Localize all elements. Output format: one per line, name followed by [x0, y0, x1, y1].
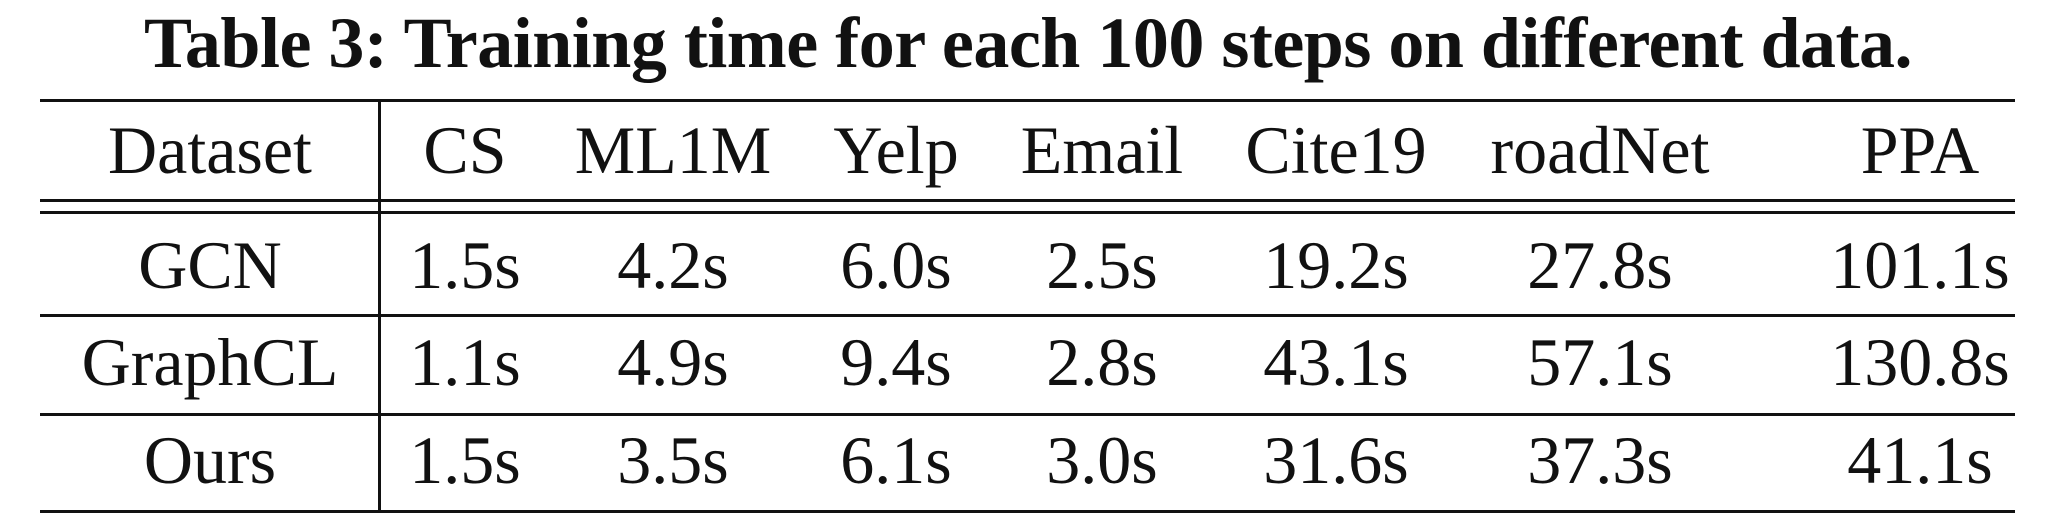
bottom-rule [40, 510, 2015, 513]
table-cell: 41.1s [1847, 422, 1993, 498]
column-header: ML1M [574, 112, 772, 188]
row-method-label: Ours [143, 422, 277, 498]
header-double-rule-lower [40, 211, 2015, 214]
table-cell: 31.6s [1263, 422, 1409, 498]
column-header: Cite19 [1245, 112, 1427, 188]
table-cell: 1.1s [409, 324, 521, 400]
table-cell: 43.1s [1263, 324, 1409, 400]
table-cell: 101.1s [1830, 227, 2010, 303]
top-rule [40, 99, 2015, 102]
table-cell: 2.5s [1046, 227, 1158, 303]
table-cell: 4.2s [617, 227, 729, 303]
table-cell: 1.5s [409, 227, 521, 303]
table-cell: 2.8s [1046, 324, 1158, 400]
table-caption: Table 3: Training time for each 100 step… [144, 3, 1913, 83]
row-method-label: GCN [138, 227, 282, 303]
column-separator [378, 99, 381, 513]
column-header: PPA [1860, 112, 1980, 188]
table-cell: 9.4s [840, 324, 952, 400]
table-cell: 3.0s [1046, 422, 1158, 498]
column-header: roadNet [1490, 112, 1710, 188]
table-cell: 3.5s [617, 422, 729, 498]
row-rule [40, 314, 2015, 317]
column-header: CS [423, 112, 507, 188]
table-cell: 6.1s [840, 422, 952, 498]
column-header: Email [1020, 112, 1184, 188]
row-method-label: GraphCL [81, 324, 339, 400]
table-cell: 6.0s [840, 227, 952, 303]
table-cell: 27.8s [1527, 227, 1673, 303]
table-cell: 130.8s [1830, 324, 2010, 400]
header-label: Dataset [108, 112, 312, 188]
column-header: Yelp [833, 112, 959, 188]
table-cell: 4.9s [617, 324, 729, 400]
table-cell: 19.2s [1263, 227, 1409, 303]
header-double-rule-upper [40, 199, 2015, 202]
row-rule [40, 413, 2015, 416]
table-cell: 1.5s [409, 422, 521, 498]
table-cell: 37.3s [1527, 422, 1673, 498]
table-cell: 57.1s [1527, 324, 1673, 400]
